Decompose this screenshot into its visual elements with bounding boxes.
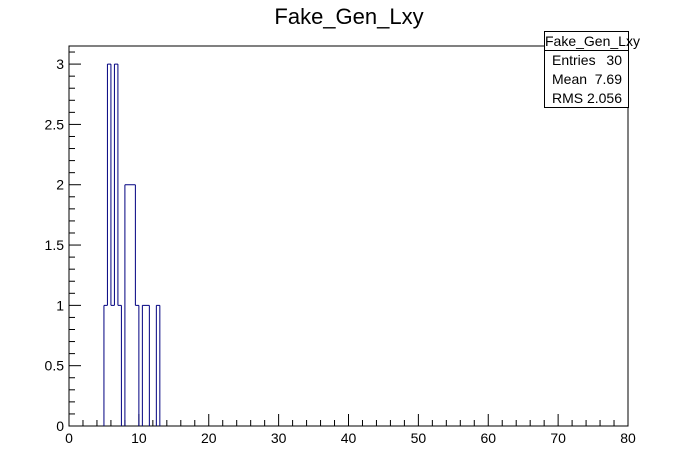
x-tick-label: 0 [65, 430, 73, 446]
histogram-bin [128, 185, 131, 426]
chart-title: Fake_Gen_Lxy [274, 4, 424, 29]
stats-row-entries: Entries 30 [545, 51, 628, 70]
y-tick-label: 3 [56, 56, 64, 72]
y-tick-label: 0.5 [45, 358, 65, 374]
stats-value: 7.69 [594, 71, 622, 87]
x-tick-label: 70 [550, 430, 566, 446]
stats-row-rms: RMS 2.056 [545, 89, 628, 108]
y-tick-label: 1 [56, 297, 64, 313]
histogram-bin [125, 185, 128, 426]
stats-value: 2.056 [586, 90, 622, 106]
y-tick-label: 1.5 [45, 237, 65, 253]
stats-box: Fake_Gen_Lxy Entries 30 Mean 7.69 RMS 2.… [544, 31, 640, 108]
histogram-bin [118, 305, 121, 426]
histogram-bins [104, 64, 160, 426]
x-tick-label: 10 [131, 430, 147, 446]
histogram-bin [135, 305, 138, 426]
stats-value: 30 [606, 52, 622, 68]
stats-label: Mean [552, 71, 588, 87]
y-axis: 0 0.5 1 1.5 2 2.5 3 [45, 51, 81, 434]
histogram-bin [104, 305, 107, 426]
histogram-bin [146, 305, 149, 426]
stats-row-mean: Mean 7.69 [545, 70, 628, 89]
y-tick-label: 0 [56, 418, 64, 434]
x-tick-label: 60 [480, 430, 496, 446]
x-axis: 0 10 20 30 40 50 60 70 80 [65, 414, 636, 446]
histogram-bin [142, 305, 145, 426]
x-tick-label: 40 [341, 430, 357, 446]
stats-label: RMS [552, 90, 584, 106]
histogram-bin [114, 64, 117, 426]
stats-label: Entries [552, 52, 596, 68]
histogram-series-line [103, 63, 161, 426]
histogram-bin [156, 305, 159, 426]
x-tick-label: 80 [620, 430, 636, 446]
histogram-bin [132, 185, 135, 426]
stats-box-title: Fake_Gen_Lxy [545, 33, 640, 51]
histogram-bin [111, 305, 114, 426]
x-tick-label: 50 [411, 430, 427, 446]
x-tick-label: 20 [201, 430, 217, 446]
y-tick-label: 2.5 [45, 116, 65, 132]
x-tick-label: 30 [271, 430, 287, 446]
histogram-bin [107, 64, 110, 426]
y-tick-label: 2 [56, 177, 64, 193]
